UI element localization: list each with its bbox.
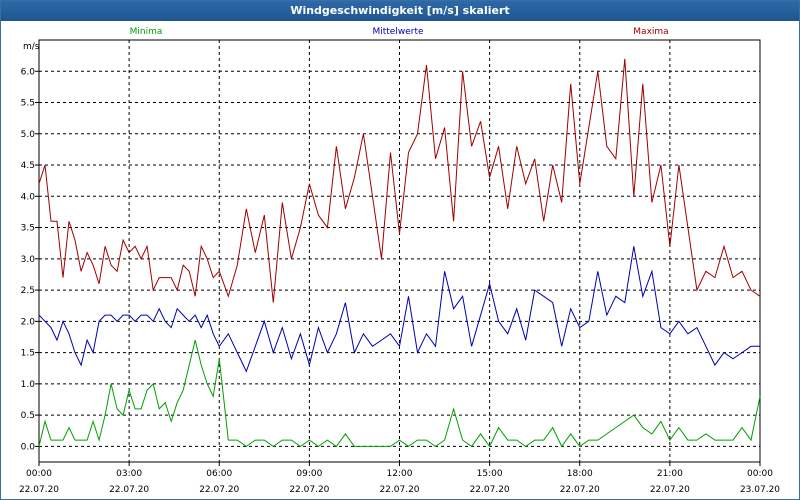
x-tick-date-label: 22.07.20: [289, 485, 329, 495]
x-ticks: 00:00 22.07.20 03:00 22.07.20 06:00 22.07.20 0…: [19, 462, 780, 495]
series-lines: [38, 58, 761, 448]
y-tick-label: 3.0: [21, 255, 36, 265]
x-tick-date-label: 22.07.20: [199, 485, 239, 495]
y-tick-label: 6.0: [21, 67, 36, 77]
x-tick-date-label: 22.07.20: [379, 485, 419, 495]
y-tick-label: 4.0: [21, 192, 36, 202]
series-minima-line: [38, 339, 761, 448]
x-tick-time-label: 09:00: [296, 469, 322, 479]
x-tick-time-label: 15:00: [477, 469, 503, 479]
x-tick-date-label: 22.07.20: [19, 485, 59, 495]
y-tick-label: 1.5: [21, 349, 35, 359]
y-tick-label: 2.5: [21, 286, 35, 296]
series-mittelwerte-line: [38, 246, 760, 373]
x-tick-time-label: 21:00: [657, 469, 683, 479]
x-tick-time-label: 18:00: [567, 469, 593, 479]
y-tick-label: 3.5: [21, 224, 35, 234]
x-tick-date-label: 22.07.20: [109, 485, 149, 495]
legend: Minima Mittelwerte Maxima: [130, 27, 669, 37]
x-tick-date-label: 23.07.20: [740, 485, 780, 495]
series-maxima-line: [38, 58, 761, 303]
x-tick-date-label: 22.07.20: [650, 485, 690, 495]
x-tick-time-label: 06:00: [206, 469, 232, 479]
window-title: Windgeschwindigkeit [m/s] skaliert: [1, 1, 799, 21]
y-unit-label: m/s: [23, 42, 40, 52]
legend-label-2: Maxima: [633, 27, 668, 37]
y-tick-label: 0.0: [21, 442, 36, 452]
y-tick-label: 0.5: [21, 411, 35, 421]
x-tick-date-label: 22.07.20: [470, 485, 510, 495]
y-tick-label: 5.5: [21, 99, 35, 109]
grid: [39, 40, 760, 462]
x-tick-time-label: 03:00: [116, 469, 142, 479]
y-tick-label: 5.0: [21, 130, 36, 140]
x-tick-time-label: 12:00: [387, 469, 413, 479]
y-tick-label: 2.0: [21, 317, 36, 327]
y-tick-label: 1.0: [21, 380, 36, 390]
y-ticks: 0.0 0.5 1.0 1.5 2.0 2.5 3.0 3.5 4.0 4.5 5.0 5.5 6.0: [21, 67, 39, 452]
x-tick-date-label: 22.07.20: [560, 485, 600, 495]
x-tick-time-label: 00:00: [747, 469, 773, 479]
legend-label-0: Minima: [130, 27, 163, 37]
y-tick-label: 4.5: [21, 161, 35, 171]
x-tick-time-label: 00:00: [26, 469, 52, 479]
legend-label-1: Mittelwerte: [372, 27, 423, 37]
